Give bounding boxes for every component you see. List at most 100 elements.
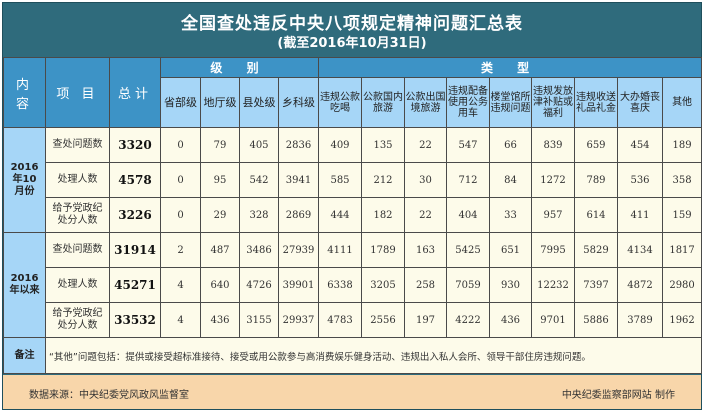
type-value: 436 [489, 302, 532, 338]
type-value: 585 [318, 162, 362, 198]
type-value: 712 [446, 162, 490, 198]
header-type: 大办婚丧喜庆 [617, 77, 663, 128]
header-type: 其他 [661, 77, 703, 128]
header-content: 内 容 [3, 57, 46, 128]
table-row: 给予党政纪处分人数 3226 0 29 328 2869 444 182 22 404 33 957 6… [4, 197, 703, 233]
header-total: 总计 [109, 57, 161, 128]
table-row: 2016年10月份 查处问题数 3320 0 79 405 2836 409 135 22 547 6… [3, 127, 703, 233]
level-value: 4 [160, 302, 201, 338]
header-level: 地厅级 [200, 77, 240, 128]
remark-text: “其他”问题包括：提供或接受超标准接待、接受或用公款参与高消费娱乐健身活动、违规… [44, 337, 703, 374]
footer: 数据来源：中央纪委党风政风监督室 中央纪委监察部网站 制作 [3, 375, 701, 409]
type-value: 66 [489, 127, 532, 163]
type-value: 651 [489, 232, 532, 268]
row-item: 查处问题数 [45, 127, 110, 163]
type-value: 839 [531, 127, 575, 163]
header-item: 项 目 [45, 57, 110, 128]
row-total: 3320 [109, 127, 161, 163]
type-value: 135 [361, 127, 405, 163]
level-value: 79 [200, 127, 240, 163]
type-value: 22 [404, 197, 447, 233]
header-type-group: 类 型 [317, 57, 703, 78]
type-value: 1789 [361, 232, 405, 268]
level-value: 0 [160, 197, 201, 233]
type-value: 33 [489, 197, 532, 233]
level-value: 39901 [278, 267, 319, 303]
row-total: 3226 [109, 197, 161, 233]
table-row: 给予党政纪处分人数 33532 4 436 3155 29937 4783 2556 197 42… [4, 302, 703, 338]
type-value: 258 [404, 267, 447, 303]
level-value: 487 [200, 232, 240, 268]
page-title: 全国查处违反中央八项规定精神问题汇总表 [181, 14, 523, 34]
type-value: 614 [574, 197, 618, 233]
type-value: 454 [617, 127, 663, 163]
header-type: 违规配备使用公务用车 [446, 77, 490, 128]
type-value: 1817 [661, 232, 703, 268]
period-label: 2016年以来 [3, 232, 46, 338]
level-value: 27939 [278, 232, 319, 268]
header-level: 乡科级 [278, 77, 319, 128]
header-type: 违规公款吃喝 [318, 77, 362, 128]
type-value: 9701 [531, 302, 575, 338]
level-value: 2869 [278, 197, 319, 233]
level-value: 328 [239, 197, 279, 233]
type-value: 444 [318, 197, 362, 233]
header-level-group: 级 别 [160, 57, 319, 78]
row-item: 给予党政纪处分人数 [45, 302, 110, 338]
type-value: 2980 [661, 267, 703, 303]
summary-infographic: 全国查处违反中央八项规定精神问题汇总表 (截至2016年10月31日) 内 容 … [2, 2, 703, 410]
type-value: 789 [574, 162, 618, 198]
type-value: 22 [404, 127, 447, 163]
level-value: 0 [160, 162, 201, 198]
type-value: 7397 [574, 267, 618, 303]
level-value: 4 [160, 267, 201, 303]
level-value: 3155 [239, 302, 279, 338]
header-level: 县处级 [239, 77, 279, 128]
level-value: 29937 [278, 302, 319, 338]
header-type: 公款国内旅游 [361, 77, 405, 128]
type-value: 6338 [318, 267, 362, 303]
table-row: 2016年以来 查处问题数 31914 2 487 3486 27939 4111 1789 16… [3, 232, 703, 338]
type-value: 536 [617, 162, 663, 198]
remark-label: 备注 [3, 337, 46, 374]
type-value: 30 [404, 162, 447, 198]
type-value: 4872 [617, 267, 663, 303]
type-value: 5886 [574, 302, 618, 338]
period-label: 2016年10月份 [3, 127, 46, 233]
row-total: 33532 [109, 302, 161, 338]
table-row: 处理人数 4578 0 95 542 3941 585 212 30 712 84 1272 789 53… [4, 162, 703, 198]
type-value: 182 [361, 197, 405, 233]
type-value: 4222 [446, 302, 490, 338]
row-total: 4578 [109, 162, 161, 198]
data-source: 数据来源：中央纪委党风政风监督室 [29, 390, 189, 401]
type-value: 358 [661, 162, 703, 198]
level-value: 405 [239, 127, 279, 163]
type-value: 159 [661, 197, 703, 233]
type-value: 3205 [361, 267, 405, 303]
type-value: 957 [531, 197, 575, 233]
level-value: 29 [200, 197, 240, 233]
type-value: 659 [574, 127, 618, 163]
level-value: 4726 [239, 267, 279, 303]
type-value: 930 [489, 267, 532, 303]
type-value: 189 [661, 127, 703, 163]
producer-credit: 中央纪委监察部网站 制作 [561, 390, 675, 401]
header-type: 公款出国境旅游 [404, 77, 447, 128]
type-value: 1272 [531, 162, 575, 198]
header-type: 楼堂馆所违规问题 [489, 77, 532, 128]
row-item: 处理人数 [45, 162, 110, 198]
row-item: 处理人数 [45, 267, 110, 303]
type-value: 197 [404, 302, 447, 338]
row-total: 45271 [109, 267, 161, 303]
type-value: 4783 [318, 302, 362, 338]
level-value: 95 [200, 162, 240, 198]
type-value: 409 [318, 127, 362, 163]
type-value: 7995 [531, 232, 575, 268]
type-value: 4134 [617, 232, 663, 268]
level-value: 3486 [239, 232, 279, 268]
header-level: 省部级 [160, 77, 201, 128]
level-value: 2836 [278, 127, 319, 163]
type-value: 5425 [446, 232, 490, 268]
type-value: 212 [361, 162, 405, 198]
header-type: 违规发放津补贴或福利 [531, 77, 575, 128]
